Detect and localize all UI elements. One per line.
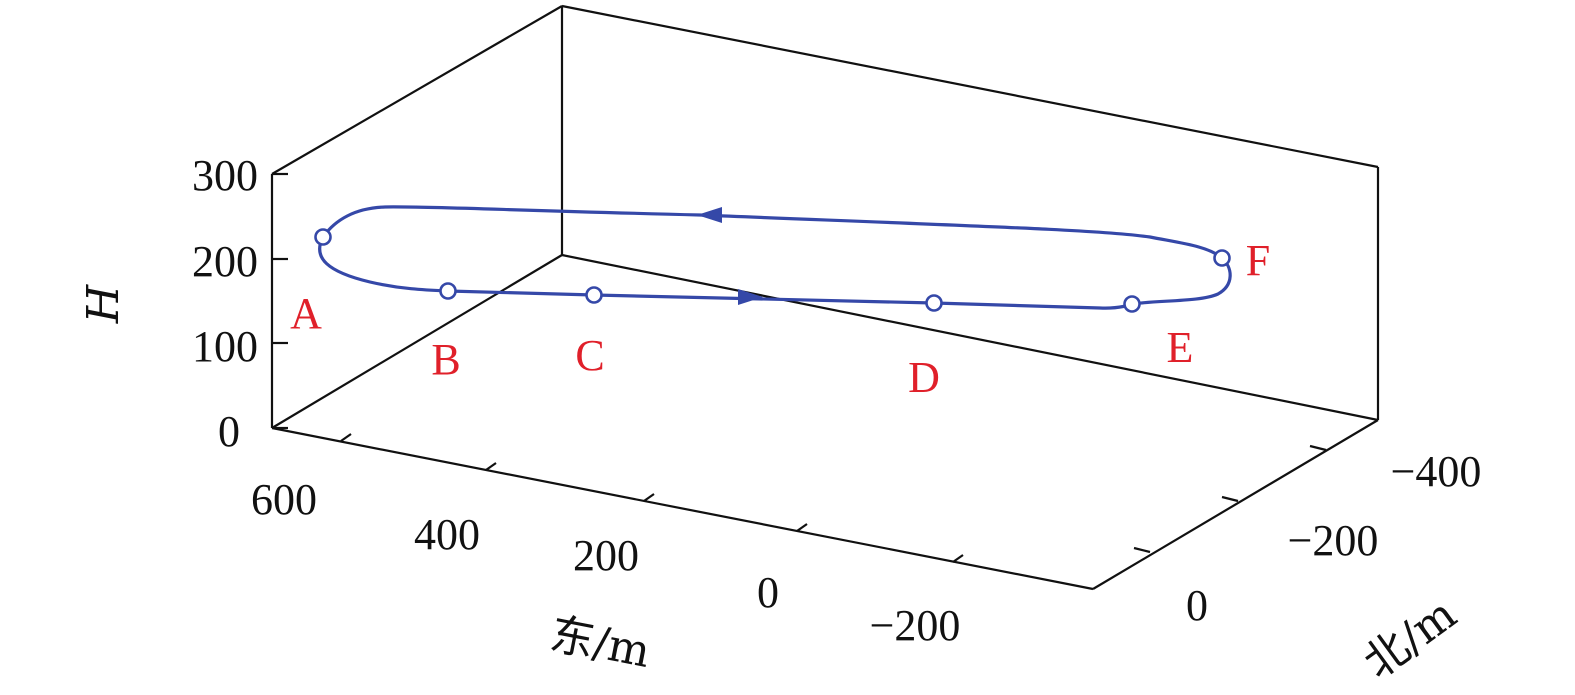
east-tick: [485, 462, 497, 471]
waypoint-marker-b: [439, 282, 457, 300]
east-tick: [340, 433, 352, 442]
waypoint-label-d: D: [908, 353, 940, 402]
waypoint-label-f: F: [1246, 236, 1270, 285]
east-axis-title: 东/m: [546, 609, 654, 678]
waypoint-marker-c: [585, 286, 603, 304]
direction-arrow: [697, 207, 722, 223]
east-tick-label: 0: [757, 568, 779, 617]
east-axis-line: [271, 426, 1094, 591]
north-axis: 0 −200 −400 北/m: [1133, 444, 1482, 689]
east-tick: [952, 554, 964, 563]
north-axis-title: 北/m: [1354, 589, 1465, 689]
east-tick-label: 200: [573, 531, 639, 580]
north-tick: [1309, 444, 1327, 452]
direction-arrow: [738, 289, 763, 305]
back-top-edge: [561, 4, 1379, 169]
waypoint-marker-f: [1213, 249, 1231, 267]
east-tick: [643, 493, 655, 502]
waypoint-marker-a: [314, 228, 332, 246]
waypoint-label-b: B: [431, 335, 460, 384]
waypoint-label-e: E: [1167, 323, 1194, 372]
z-tick-label: 0: [218, 407, 240, 456]
floor-back-edge: [271, 254, 563, 429]
z-tick-label: 300: [192, 151, 258, 200]
waypoint-marker-d: [925, 294, 943, 312]
waypoint-marker-e: [1123, 295, 1141, 313]
trajectory: [318, 205, 1232, 310]
front-top-edge: [271, 5, 563, 175]
waypoint-label-c: C: [575, 331, 604, 380]
north-axis-line: [1092, 419, 1379, 590]
east-axis: 600 400 200 0 −200 东/m: [251, 433, 964, 678]
waypoint-label-a: A: [290, 289, 322, 338]
trajectory-line: [318, 205, 1232, 310]
east-tick-label: 400: [414, 510, 480, 559]
waypoint-markers: [314, 228, 1231, 313]
north-tick-label: 0: [1186, 581, 1208, 630]
north-tick: [1133, 546, 1151, 554]
east-tick-label: 600: [251, 475, 317, 524]
z-tick-label: 200: [192, 237, 258, 286]
z-tick-label: 100: [192, 322, 258, 371]
north-tick-label: −200: [1288, 516, 1379, 565]
east-tick: [796, 523, 808, 532]
z-axis-title: H: [78, 283, 129, 324]
east-tick-label: −200: [870, 601, 961, 650]
north-tick: [1221, 495, 1239, 503]
waypoint-labels: A B C D E F: [290, 236, 1270, 402]
floor-right-edge: [561, 253, 1379, 422]
z-axis: 0 100 200 300 H: [78, 151, 288, 456]
box-frame: [270, 4, 1380, 591]
north-tick-label: −400: [1391, 447, 1482, 496]
